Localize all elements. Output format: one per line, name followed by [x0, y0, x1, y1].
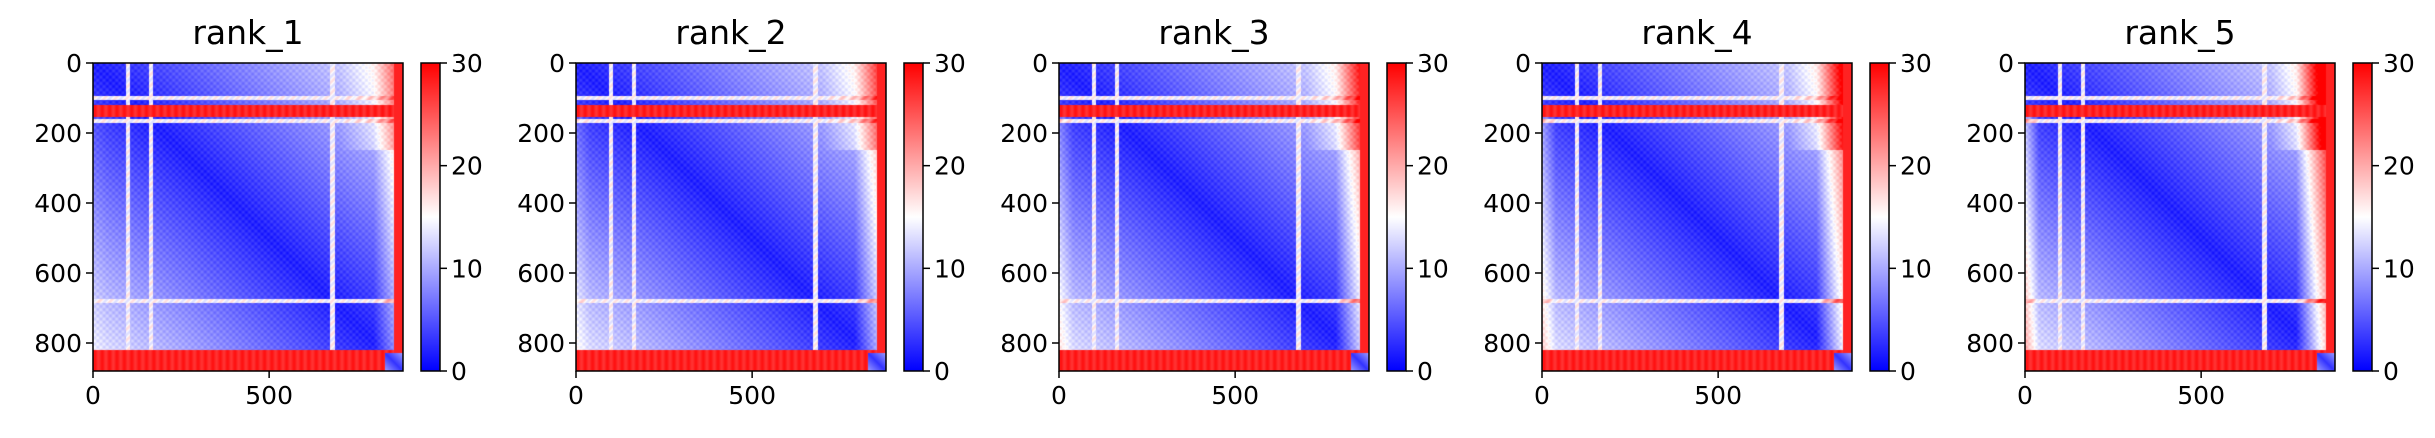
y-tick-label: 0 [66, 49, 82, 78]
colorbar-tick-label: 10 [451, 254, 483, 283]
y-tick-label: 800 [1000, 329, 1048, 358]
heatmap-frame [575, 62, 887, 372]
colorbar [1869, 62, 1890, 372]
y-tick-label: 200 [1966, 119, 2014, 148]
x-tick-label: 500 [2177, 381, 2225, 410]
panel-title: rank_2 [675, 13, 786, 52]
y-tick-label: 600 [1966, 259, 2014, 288]
y-tick-label: 200 [1000, 119, 1048, 148]
y-tick-label: 200 [1483, 119, 1531, 148]
y-tick-label: 800 [1966, 329, 2014, 358]
colorbar-tick-label: 30 [451, 49, 483, 78]
y-tick-label: 400 [1000, 189, 1048, 218]
panel-title: rank_5 [2124, 13, 2235, 52]
colorbar-tick-label: 0 [2383, 357, 2399, 386]
x-tick-label: 0 [85, 381, 101, 410]
heatmap-frame [2024, 62, 2336, 372]
y-tick-label: 200 [517, 119, 565, 148]
heatmap-image [1542, 63, 1852, 371]
colorbar [1386, 62, 1407, 372]
y-tick-label: 400 [517, 189, 565, 218]
y-tick-label: 600 [517, 259, 565, 288]
colorbar-tick-label: 0 [451, 357, 467, 386]
panel-title: rank_3 [1158, 13, 1269, 52]
colorbar-tick-label: 10 [2383, 254, 2415, 283]
colorbar-tick-label: 30 [2383, 49, 2415, 78]
colorbar-tick-label: 10 [934, 254, 966, 283]
y-tick-label: 600 [1483, 259, 1531, 288]
y-tick-label: 600 [1000, 259, 1048, 288]
colorbar-tick-label: 10 [1900, 254, 1932, 283]
y-tick-label: 400 [1966, 189, 2014, 218]
colorbar-tick-label: 20 [2383, 152, 2415, 181]
x-tick-label: 500 [728, 381, 776, 410]
colorbar-tick-label: 20 [934, 152, 966, 181]
x-tick-label: 500 [1211, 381, 1259, 410]
x-tick-label: 0 [568, 381, 584, 410]
colorbar-tick-label: 30 [1417, 49, 1449, 78]
y-tick-label: 200 [34, 119, 82, 148]
colorbar-tick-label: 10 [1417, 254, 1449, 283]
y-tick-label: 800 [1483, 329, 1531, 358]
x-tick-label: 500 [245, 381, 293, 410]
heatmap-image [576, 63, 886, 371]
heatmap-image [1059, 63, 1369, 371]
colorbar-tick-label: 0 [1417, 357, 1433, 386]
y-tick-label: 0 [1998, 49, 2014, 78]
colorbar-tick-label: 30 [934, 49, 966, 78]
heatmap-frame [92, 62, 404, 372]
x-tick-label: 0 [2017, 381, 2033, 410]
y-tick-label: 0 [1032, 49, 1048, 78]
colorbar-tick-label: 0 [1900, 357, 1916, 386]
y-tick-label: 0 [549, 49, 565, 78]
y-tick-label: 0 [1515, 49, 1531, 78]
colorbar-tick-label: 20 [1417, 152, 1449, 181]
heatmap-frame [1058, 62, 1370, 372]
y-tick-label: 600 [34, 259, 82, 288]
x-tick-label: 500 [1694, 381, 1742, 410]
colorbar [2352, 62, 2373, 372]
colorbar-tick-label: 30 [1900, 49, 1932, 78]
heatmap-frame [1541, 62, 1853, 372]
heatmap-image [2025, 63, 2335, 371]
x-tick-label: 0 [1534, 381, 1550, 410]
heatmap-image [93, 63, 403, 371]
panel-title: rank_1 [192, 13, 303, 52]
colorbar-tick-label: 20 [1900, 152, 1932, 181]
colorbar-tick-label: 0 [934, 357, 950, 386]
colorbar-tick-label: 20 [451, 152, 483, 181]
y-tick-label: 400 [34, 189, 82, 218]
panel-title: rank_4 [1641, 13, 1752, 52]
x-tick-label: 0 [1051, 381, 1067, 410]
y-tick-label: 400 [1483, 189, 1531, 218]
colorbar [903, 62, 924, 372]
colorbar [420, 62, 441, 372]
y-tick-label: 800 [517, 329, 565, 358]
y-tick-label: 800 [34, 329, 82, 358]
